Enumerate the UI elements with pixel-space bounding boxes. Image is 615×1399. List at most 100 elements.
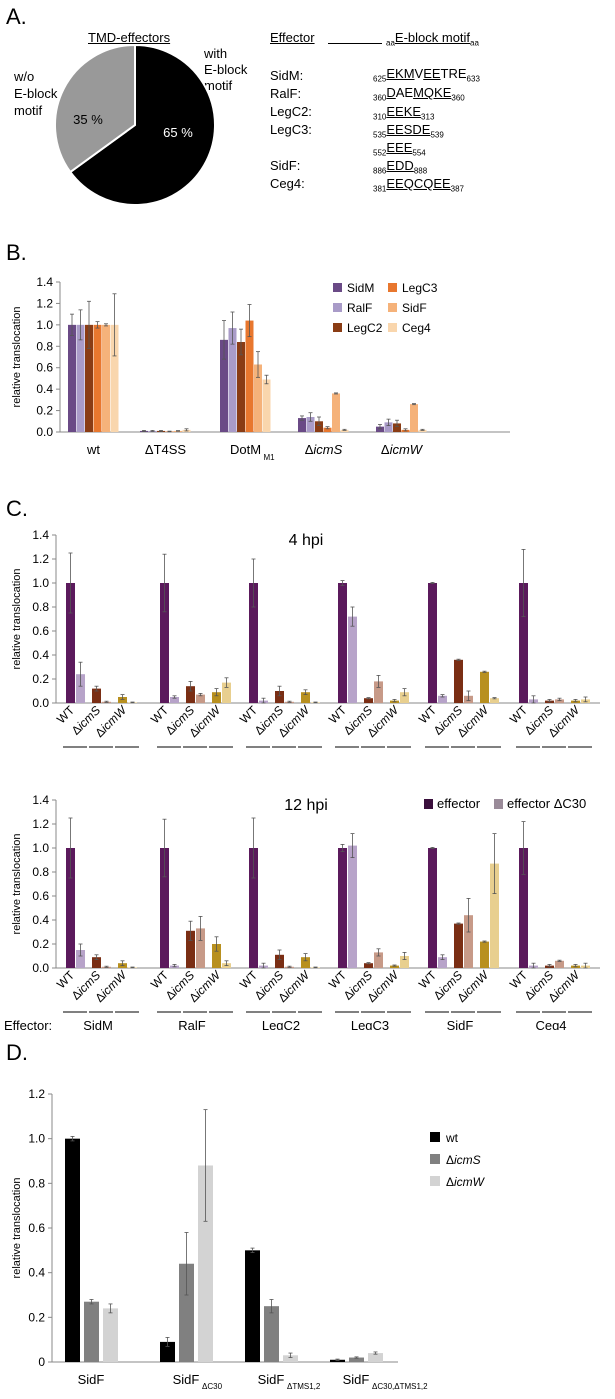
legend-label: wt [445, 1131, 459, 1145]
y-tick-label: 0 [38, 1355, 45, 1369]
panel-d-letter: D. [6, 1040, 28, 1065]
legend-swatch [333, 283, 342, 292]
motif-end: 554 [412, 148, 426, 158]
panel-c-letter: C. [6, 496, 28, 521]
legend-swatch [388, 283, 397, 292]
bar-effector [390, 965, 399, 968]
motif-residues: EKM [386, 66, 415, 81]
y-tick-label: 1.2 [28, 1087, 45, 1101]
bar-effector [519, 583, 528, 703]
bar-effector [92, 957, 101, 968]
effector-group-label: RalF [178, 753, 206, 755]
y-tick-label: 0.8 [32, 600, 49, 614]
bar-effector [118, 697, 127, 703]
y-axis-label: relative translocation [11, 834, 23, 935]
legend-swatch [388, 323, 397, 332]
panel-b-chart: 0.0 0.2 0.4 0.6 0.8 1.0 1.2 1.4 relative translo… [11, 275, 510, 462]
bar [262, 379, 271, 432]
bar-effector [364, 698, 373, 703]
without-motif-label: w/o E-block motif [14, 68, 57, 119]
bar-effector-dc30 [464, 915, 473, 968]
bar-effector-dc30 [76, 950, 85, 968]
legend-swatch [430, 1176, 440, 1186]
bar-effector [212, 944, 221, 968]
y-tick-label: 0.6 [32, 889, 49, 903]
legend-label: ΔicmW [446, 1175, 486, 1189]
bar [245, 320, 254, 432]
effector-group-label: SidM [83, 753, 113, 755]
bar-effector-dc30 [196, 694, 205, 703]
bar [349, 1357, 364, 1362]
motif-list: 625EKMVEETRE633 360DAEMQKE360 310EEKE313… [373, 66, 573, 216]
legend-swatch [494, 799, 503, 809]
bar [306, 417, 315, 432]
bar-effector [186, 686, 195, 703]
bar [68, 324, 76, 432]
legend-label: SidM [347, 281, 374, 295]
effector-legc2: LegC2: [270, 104, 312, 119]
bar-effector [249, 583, 258, 703]
effector-group-label: Ceg4 [535, 753, 566, 755]
category-label: SidF [78, 1372, 105, 1387]
bar-effector-dc30 [490, 698, 499, 703]
group-label: ΔT4SS [145, 442, 187, 457]
bar [376, 426, 384, 432]
pie-label-without: 35 % [73, 112, 103, 127]
with-motif-line3: motif [204, 78, 233, 93]
y-tick-label: 0.4 [28, 1266, 45, 1280]
bar-effector-dc30 [555, 960, 564, 968]
category-label-sub: ΔC30,ΔTMS1,2 [372, 1382, 428, 1391]
bar-effector [301, 692, 310, 703]
motif-start: 886 [373, 166, 387, 176]
bar [368, 1353, 383, 1362]
header-separator [328, 43, 382, 44]
motif-residues: TRE [440, 66, 467, 81]
bar [65, 1138, 80, 1362]
motif-start: 310 [373, 112, 387, 122]
bar [410, 404, 418, 432]
effector-row-label: Effector: [4, 1018, 52, 1030]
y-tick-label: 0.0 [32, 696, 49, 710]
bar-effector-dc30 [348, 845, 357, 968]
legend-label: ΔicmS [446, 1153, 481, 1167]
motif-residues: AE [395, 85, 414, 100]
condition-label: ΔicmW [364, 702, 402, 740]
y-axis-label: relative translocation [11, 1178, 23, 1279]
motif-start: 535 [373, 130, 387, 140]
panel-c-12hpi-chart: 0.0 0.2 0.4 0.6 0.8 1.0 1.2 1.4 relative translo… [4, 793, 600, 1030]
motif-header: aaE-block motifaa [386, 30, 479, 48]
category-label-sub: ΔTMS1,2 [287, 1382, 321, 1391]
group-label-sub: M1 [264, 453, 276, 462]
bar-effector [428, 848, 437, 968]
motif-residues: EEE [386, 140, 413, 155]
bar-effector-dc30 [374, 952, 383, 968]
y-tick-label: 0.6 [28, 1221, 45, 1235]
group-label: DotM [230, 442, 261, 457]
effector-row-label: Effector: [4, 753, 52, 755]
bar [245, 1250, 260, 1362]
bar [179, 1263, 194, 1362]
pie-slice-with [68, 43, 216, 206]
category-label: SidF [173, 1372, 200, 1387]
without-motif-line2: E-block [14, 86, 58, 101]
bar [198, 1165, 213, 1362]
effector-group-label: LegC2 [262, 753, 300, 755]
bar-effector [480, 941, 489, 968]
bar-effector [275, 954, 284, 968]
panel-b-letter: B. [6, 240, 27, 265]
bar-effector-dc30 [400, 956, 409, 968]
motif-end: 539 [430, 130, 444, 140]
y-tick-label: 1.4 [32, 528, 49, 542]
y-tick-label: 1.2 [36, 296, 53, 310]
bar [220, 339, 228, 432]
bar [237, 342, 245, 432]
motif-residues: MQKE [413, 85, 452, 100]
y-tick-label: 0.0 [32, 961, 49, 975]
y-tick-label: 1.0 [28, 1132, 45, 1146]
y-tick-label: 0.6 [32, 624, 49, 638]
bar [283, 1355, 298, 1362]
bar-effector [338, 848, 347, 968]
without-motif-line1: w/o [14, 69, 35, 84]
motif-start: 625 [373, 74, 387, 84]
legend-label: LegC2 [347, 321, 383, 335]
